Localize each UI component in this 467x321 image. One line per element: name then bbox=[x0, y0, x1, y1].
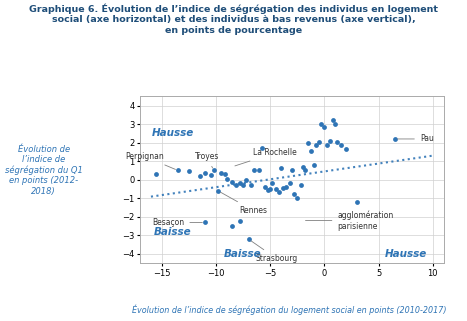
Text: La Rochelle: La Rochelle bbox=[235, 148, 297, 166]
Point bbox=[275, 189, 283, 195]
Point bbox=[250, 168, 258, 173]
Point bbox=[201, 220, 209, 225]
Point bbox=[312, 142, 319, 147]
Point bbox=[218, 171, 225, 176]
Point bbox=[301, 168, 309, 173]
Text: Évolution de l’indice de ségrégation du logement social en points (2010-2017): Évolution de l’indice de ségrégation du … bbox=[132, 304, 447, 315]
Point bbox=[196, 173, 204, 178]
Point bbox=[153, 172, 160, 177]
Point bbox=[243, 177, 250, 182]
Point bbox=[299, 164, 306, 169]
Text: Baisse: Baisse bbox=[224, 249, 262, 259]
Point bbox=[279, 186, 287, 191]
Point bbox=[294, 196, 301, 201]
Text: Besaçon: Besaçon bbox=[152, 218, 202, 227]
Point bbox=[308, 148, 315, 153]
Point bbox=[323, 142, 330, 147]
Text: Strasbourg: Strasbourg bbox=[251, 241, 297, 263]
Point bbox=[288, 168, 296, 173]
Point bbox=[290, 191, 298, 196]
Point bbox=[321, 124, 328, 129]
Point bbox=[201, 171, 209, 176]
Point bbox=[283, 185, 290, 190]
Point bbox=[318, 122, 325, 127]
Point bbox=[277, 165, 285, 170]
Text: Pau: Pau bbox=[397, 134, 434, 143]
Point bbox=[221, 172, 228, 177]
Point bbox=[326, 138, 333, 143]
Point bbox=[304, 140, 312, 145]
Point bbox=[333, 139, 341, 144]
Point bbox=[297, 183, 304, 188]
Point bbox=[236, 218, 244, 223]
Point bbox=[310, 162, 317, 168]
Text: Baisse: Baisse bbox=[154, 227, 191, 237]
Text: Perpignan: Perpignan bbox=[126, 152, 176, 169]
Point bbox=[174, 168, 182, 173]
Point bbox=[185, 169, 192, 174]
Point bbox=[332, 122, 339, 127]
Point bbox=[353, 199, 361, 204]
Text: agglomération
parisienne: agglomération parisienne bbox=[305, 211, 394, 230]
Point bbox=[286, 181, 293, 186]
Point bbox=[342, 147, 350, 152]
Point bbox=[236, 181, 244, 186]
Point bbox=[267, 187, 274, 192]
Point bbox=[258, 146, 265, 151]
Point bbox=[228, 179, 236, 184]
Point bbox=[232, 183, 239, 188]
Point bbox=[272, 187, 279, 192]
Point bbox=[337, 143, 344, 148]
Text: Hausse: Hausse bbox=[151, 128, 194, 138]
Point bbox=[247, 183, 255, 188]
Text: Évolution de
l’indice de
ségrégation du Q1
en points (2012-
2018): Évolution de l’indice de ségrégation du … bbox=[5, 144, 83, 196]
Point bbox=[210, 168, 218, 173]
Point bbox=[245, 237, 252, 242]
Text: Rennes: Rennes bbox=[220, 192, 267, 215]
Point bbox=[223, 176, 231, 181]
Point bbox=[261, 185, 269, 190]
Point bbox=[264, 187, 272, 193]
Point bbox=[391, 136, 399, 142]
Point bbox=[228, 223, 236, 229]
Point bbox=[240, 183, 247, 188]
Point bbox=[329, 118, 337, 123]
Point bbox=[269, 181, 276, 186]
Point bbox=[315, 139, 323, 144]
Text: Troyes: Troyes bbox=[195, 152, 219, 168]
Point bbox=[255, 167, 263, 172]
Point bbox=[207, 173, 214, 178]
Text: Graphique 6. Évolution de l’indice de ségrégation des individus en logement
soci: Graphique 6. Évolution de l’indice de sé… bbox=[29, 3, 438, 35]
Text: Hausse: Hausse bbox=[385, 249, 427, 259]
Point bbox=[214, 188, 222, 194]
